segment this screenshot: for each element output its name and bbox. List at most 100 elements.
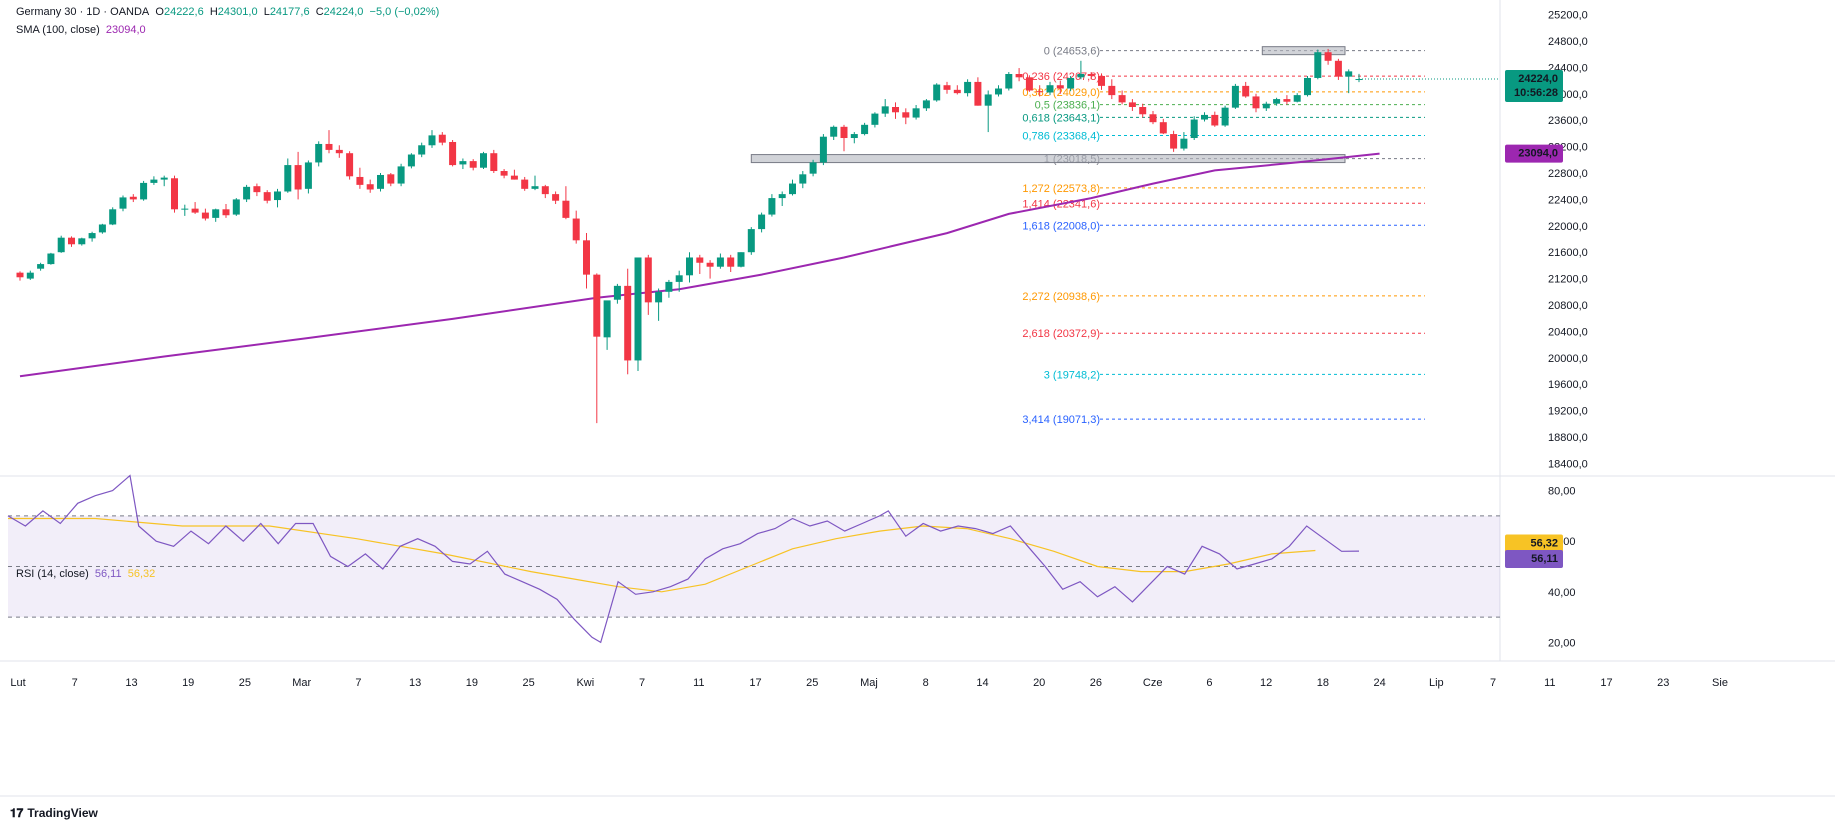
candle-body xyxy=(1036,91,1044,93)
candle-body xyxy=(16,272,24,278)
candle-body xyxy=(531,186,539,189)
time-tick-label: Lut xyxy=(10,677,25,689)
time-axis[interactable]: Lut 7 13 19 25 Mar 7 13 19 25 Kwi 7 11 17 25 Maj 8 14 20 26… xyxy=(10,677,1728,689)
candle-body xyxy=(634,257,642,361)
open-value: 24222,6 xyxy=(163,6,204,18)
price-tick-label: 21600,0 xyxy=(1548,247,1588,259)
tradingview-logo-icon: 𝟏𝟕 xyxy=(10,806,24,820)
candle-body xyxy=(1170,134,1178,149)
candle-body xyxy=(1231,85,1239,108)
price-badge-bg xyxy=(1505,70,1563,103)
time-tick-label: 13 xyxy=(125,677,137,689)
rsi-polyline xyxy=(7,474,1360,644)
rsi-badge-bg xyxy=(1505,550,1563,569)
candle-body xyxy=(449,141,457,166)
sma-badge-text: 23094,0 xyxy=(1518,148,1558,160)
candle-body xyxy=(335,149,343,154)
price-tick-label: 20800,0 xyxy=(1548,300,1588,312)
candle-body xyxy=(1273,99,1281,104)
high-value: 24301,0 xyxy=(217,6,258,18)
candle-body xyxy=(377,174,384,189)
candle-body xyxy=(1324,52,1332,61)
time-tick-label: 7 xyxy=(639,677,645,689)
candle-body xyxy=(98,224,106,233)
gridlines xyxy=(0,0,1835,797)
candle-body xyxy=(603,300,611,338)
candle-body xyxy=(758,214,766,230)
candle-body xyxy=(964,81,972,94)
candle-body xyxy=(1139,107,1147,115)
rsi-ma-badge-bg xyxy=(1505,534,1563,553)
candle-body xyxy=(665,281,673,292)
price-badge-text: 24224,0 xyxy=(1518,73,1558,85)
tradingview-logo[interactable]: 𝟏𝟕 TradingView xyxy=(10,806,98,821)
close-value: 24224,0 xyxy=(323,6,364,18)
sma-legend[interactable]: SMA (100, close) 23094,0 xyxy=(16,24,146,36)
price-tick-label: 20000,0 xyxy=(1548,353,1588,365)
candle-body xyxy=(624,285,632,361)
candle-body xyxy=(57,237,65,253)
candle-body xyxy=(562,200,570,218)
candle-body xyxy=(160,177,168,180)
change-value: −5,0 (−0,02%) xyxy=(369,6,440,18)
time-tick-label: 25 xyxy=(522,677,534,689)
candle-body xyxy=(201,212,209,219)
fib-level-label: 3 (19748,2) xyxy=(1044,369,1100,381)
candle-body xyxy=(778,194,786,199)
candle-body xyxy=(356,176,364,185)
rsi-value: 56,11 xyxy=(94,568,122,580)
candle-body xyxy=(789,183,796,195)
time-tick-label: Sie xyxy=(1712,677,1728,689)
candle-body xyxy=(933,84,941,101)
candle-body xyxy=(871,113,879,125)
candle-body xyxy=(953,89,961,94)
time-tick-label: 7 xyxy=(355,677,361,689)
price-tick-label: 24800,0 xyxy=(1548,36,1588,48)
candle-body xyxy=(1015,74,1023,78)
rsi-legend[interactable]: RSI (14, close) 56,11 56,32 xyxy=(16,568,155,580)
candle-body xyxy=(78,238,86,245)
candle-body xyxy=(943,85,951,90)
candle-body xyxy=(737,252,745,267)
candle-body xyxy=(984,94,992,106)
candle-body xyxy=(387,174,395,184)
candle-body xyxy=(243,186,251,200)
candle-body xyxy=(315,143,323,163)
price-axis[interactable]: 25200,024800,024400,024000,023600,023200… xyxy=(1548,10,1588,471)
candle-body xyxy=(1201,114,1208,120)
time-tick-label: 13 xyxy=(409,677,421,689)
fib-level-label: 1,272 (22573,8) xyxy=(1022,183,1100,195)
sma-line xyxy=(19,152,1380,378)
fib-level-label: 2,272 (20938,6) xyxy=(1022,291,1100,303)
time-tick-label: Cze xyxy=(1143,677,1163,689)
price-tick-label: 21200,0 xyxy=(1548,274,1588,286)
high-label: H xyxy=(209,6,218,18)
sma-value: 23094,0 xyxy=(105,24,146,36)
candle-body xyxy=(232,199,240,215)
candle-body xyxy=(37,264,45,269)
candle-body xyxy=(191,208,199,213)
candle-body xyxy=(583,240,590,275)
time-tick-label: 24 xyxy=(1373,677,1385,689)
candle-body xyxy=(799,174,807,184)
candle-body xyxy=(397,166,405,184)
candle-body xyxy=(1108,85,1116,96)
candles[interactable] xyxy=(16,48,1363,424)
candle-body xyxy=(819,136,827,163)
fib-level-label: 0 (24653,6) xyxy=(1044,46,1100,58)
candle-body xyxy=(696,257,704,263)
price-tick-label: 19200,0 xyxy=(1548,406,1588,418)
candle-body xyxy=(181,208,189,210)
candle-body xyxy=(26,272,34,279)
candle-body xyxy=(541,186,549,195)
rsi-tick-label: 20,00 xyxy=(1548,637,1576,649)
symbol-legend[interactable]: Germany 30 · 1D · OANDA O24222,6 H24301,… xyxy=(16,6,439,18)
time-tick-label: 23 xyxy=(1657,677,1669,689)
candle-body xyxy=(850,134,858,139)
symbol-title[interactable]: Germany 30 · 1D · OANDA xyxy=(16,6,150,18)
open-label: O xyxy=(155,6,164,18)
time-tick-label: 11 xyxy=(1544,677,1555,689)
fib-retracement[interactable]: 0 (24653,6) 0,236 (24267,8) 0,382 (24029,0… xyxy=(750,46,1425,426)
candle-body xyxy=(366,184,374,190)
